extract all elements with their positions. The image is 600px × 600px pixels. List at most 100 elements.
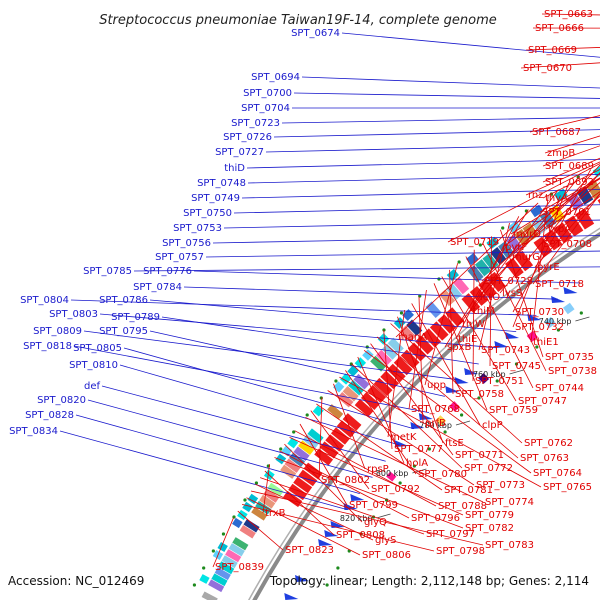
right-gene-label[interactable]: rpsP bbox=[367, 464, 389, 475]
left-gene-label[interactable]: SPT_0834 bbox=[9, 426, 58, 437]
left-gene-label[interactable]: SPT_0694 bbox=[251, 72, 300, 83]
right-gene-label[interactable]: thiE1 bbox=[533, 337, 559, 348]
left-gene-label[interactable]: SPT_0726 bbox=[223, 132, 272, 143]
right-gene-label[interactable]: SPT_0783 bbox=[485, 540, 534, 551]
left-gene-label[interactable]: SPT_0818 bbox=[23, 341, 72, 352]
left-gene-label[interactable]: SPT_0789 bbox=[111, 312, 160, 323]
left-gene-label[interactable]: SPT_0804 bbox=[20, 295, 69, 306]
right-gene-label[interactable]: SPT_0780 bbox=[418, 469, 467, 480]
right-gene-label[interactable]: SPT_0663 bbox=[544, 9, 593, 20]
left-gene-label[interactable]: SPT_0704 bbox=[241, 103, 290, 114]
right-gene-label[interactable]: SPT_0762 bbox=[524, 438, 573, 449]
right-gene-label[interactable]: SPT_0802 bbox=[321, 475, 370, 486]
left-gene-label[interactable]: SPT_0795 bbox=[99, 326, 148, 337]
left-gene-label[interactable]: SPT_0723 bbox=[231, 118, 280, 129]
left-gene-label[interactable]: SPT_0810 bbox=[69, 360, 118, 371]
right-gene-label[interactable]: SPT_0732 bbox=[515, 322, 564, 333]
right-gene-label[interactable]: SPT_0839 bbox=[215, 562, 264, 573]
right-gene-label[interactable]: typA bbox=[548, 224, 571, 235]
right-gene-label[interactable]: glyQ bbox=[364, 517, 387, 528]
right-gene-label[interactable]: SPT_0774 bbox=[485, 497, 534, 508]
right-gene-label[interactable]: murG bbox=[512, 252, 540, 263]
right-gene-label[interactable]: SPT_0689 bbox=[545, 161, 594, 172]
right-gene-label[interactable]: SPT_0779 bbox=[465, 510, 514, 521]
right-gene-label[interactable]: spxB bbox=[447, 342, 471, 353]
right-gene-label[interactable]: SPT_0735 bbox=[545, 352, 594, 363]
right-gene-label[interactable]: lysS bbox=[502, 288, 522, 299]
right-gene-label[interactable]: SPT_0670 bbox=[523, 63, 572, 74]
left-gene-label[interactable]: SPT_0756 bbox=[162, 238, 211, 249]
right-gene-label[interactable]: SPT_0745 bbox=[492, 361, 541, 372]
left-gene-label[interactable]: SPT_0784 bbox=[133, 282, 182, 293]
right-gene-label[interactable]: trxB bbox=[265, 508, 286, 519]
left-gene-label[interactable]: SPT_0750 bbox=[183, 208, 232, 219]
right-gene-label[interactable]: rnz bbox=[528, 190, 544, 201]
right-gene-label[interactable]: holA bbox=[406, 458, 428, 469]
right-gene-label[interactable]: manA bbox=[398, 332, 427, 343]
right-gene-label[interactable]: SPT_0728 bbox=[484, 276, 533, 287]
right-gene-label[interactable]: glyS bbox=[375, 535, 396, 546]
right-gene-label[interactable]: SPT_0763 bbox=[520, 453, 569, 464]
right-gene-label[interactable]: SPT_0806 bbox=[362, 550, 411, 561]
right-gene-label[interactable]: pyrE bbox=[537, 262, 560, 273]
right-gene-label[interactable]: SPT_0796 bbox=[411, 513, 460, 524]
right-gene-label[interactable]: SPT_0799 bbox=[349, 500, 398, 511]
right-gene-label[interactable]: SPT_0751 bbox=[475, 376, 524, 387]
right-gene-label[interactable]: metK bbox=[390, 432, 417, 443]
right-gene-label[interactable]: SPT_0692 bbox=[545, 177, 594, 188]
right-gene-label[interactable]: SPT_0788 bbox=[438, 501, 487, 512]
right-gene-label[interactable]: SPT_0758 bbox=[455, 389, 504, 400]
right-gene-label[interactable]: thiM bbox=[473, 306, 495, 317]
left-gene-label[interactable]: SPT_0828 bbox=[25, 410, 74, 421]
right-gene-label[interactable]: SPT_0666 bbox=[535, 23, 584, 34]
right-gene-label[interactable]: SPT_0808 bbox=[336, 530, 385, 541]
left-gene-label[interactable]: SPT_0748 bbox=[197, 178, 246, 189]
right-gene-label[interactable]: SPT_0738 bbox=[548, 366, 597, 377]
left-gene-label[interactable]: SPT_0776 bbox=[143, 266, 192, 277]
right-gene-label[interactable]: SPT_0747 bbox=[518, 396, 567, 407]
left-gene-label[interactable]: SPT_0749 bbox=[191, 193, 240, 204]
left-gene-label[interactable]: SPT_0700 bbox=[243, 88, 292, 99]
left-gene-label[interactable]: thiD bbox=[224, 163, 245, 174]
right-gene-label[interactable]: SPT_0797 bbox=[426, 529, 475, 540]
left-gene-label[interactable]: SPT_0757 bbox=[155, 252, 204, 263]
left-gene-label[interactable]: SPT_0786 bbox=[99, 295, 148, 306]
right-gene-label[interactable]: pyrF bbox=[505, 242, 527, 253]
right-gene-label[interactable]: SPT_0792 bbox=[371, 484, 420, 495]
left-gene-label[interactable]: SPT_0785 bbox=[83, 266, 132, 277]
right-gene-label[interactable]: murD bbox=[513, 229, 541, 240]
right-gene-label[interactable]: SPT_0798 bbox=[436, 546, 485, 557]
right-gene-label[interactable]: SPT_0730 bbox=[515, 307, 564, 318]
right-gene-label[interactable]: SPT_0823 bbox=[285, 545, 334, 556]
right-gene-label[interactable]: SPT_0771 bbox=[455, 450, 504, 461]
right-gene-label[interactable]: zmpB bbox=[547, 148, 575, 159]
left-gene-label[interactable]: SPT_0803 bbox=[49, 309, 98, 320]
right-gene-label[interactable]: prfB bbox=[425, 418, 446, 429]
right-gene-label[interactable]: SPT_0744 bbox=[535, 383, 584, 394]
right-gene-label[interactable]: SPT_0765 bbox=[543, 482, 592, 493]
right-gene-label[interactable]: SPT_0772 bbox=[464, 463, 513, 474]
right-gene-label[interactable]: SPT_0718 bbox=[535, 279, 584, 290]
right-gene-label[interactable]: lctO bbox=[480, 292, 500, 303]
right-gene-label[interactable]: SPT_0782 bbox=[465, 523, 514, 534]
right-gene-label[interactable]: SPT_0759 bbox=[489, 405, 538, 416]
right-gene-label[interactable]: thyA bbox=[545, 193, 568, 204]
right-gene-label[interactable]: thiE bbox=[458, 334, 477, 345]
right-gene-label[interactable]: thiW bbox=[462, 319, 485, 330]
right-gene-label[interactable]: SPT_0743 bbox=[481, 345, 530, 356]
left-gene-label[interactable]: def bbox=[84, 381, 101, 392]
left-gene-label[interactable]: SPT_0753 bbox=[173, 223, 222, 234]
right-gene-label[interactable]: SPT_0669 bbox=[528, 45, 577, 56]
right-gene-label[interactable]: SPT_0719 bbox=[450, 237, 499, 248]
left-gene-label[interactable]: SPT_0820 bbox=[37, 395, 86, 406]
right-gene-label[interactable]: SPT_0687 bbox=[532, 127, 581, 138]
right-gene-label[interactable]: SPT_0764 bbox=[533, 468, 582, 479]
right-gene-label[interactable]: clpP bbox=[482, 420, 503, 431]
right-gene-label[interactable]: SPT_0773 bbox=[476, 480, 525, 491]
right-gene-label[interactable]: ftsE bbox=[445, 438, 464, 449]
right-gene-label[interactable]: SPT_0777 bbox=[394, 444, 443, 455]
left-gene-label[interactable]: SPT_0805 bbox=[73, 343, 122, 354]
right-gene-label[interactable]: SPT_0708 bbox=[543, 239, 592, 250]
left-gene-label[interactable]: SPT_0674 bbox=[291, 28, 340, 39]
right-gene-label[interactable]: SPT_0701 bbox=[542, 207, 591, 218]
